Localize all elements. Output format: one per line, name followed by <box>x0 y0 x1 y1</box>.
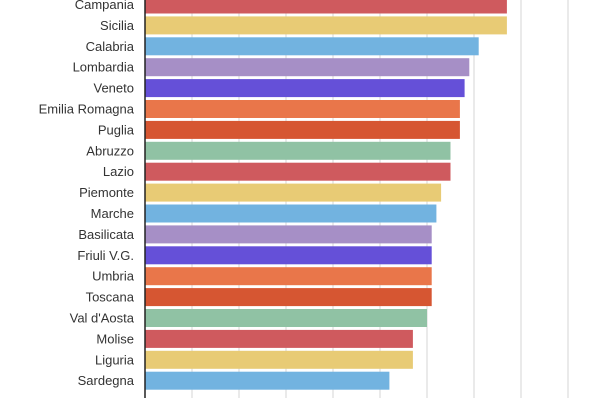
category-label: Molise <box>96 331 134 346</box>
x-tick-label: 3 <box>273 398 280 400</box>
category-label: Basilicata <box>78 227 134 242</box>
x-tick-label: 1 <box>179 398 186 400</box>
bar <box>145 350 413 369</box>
bar <box>145 37 479 56</box>
category-label: Piemonte <box>79 185 134 200</box>
category-label: Val d'Aosta <box>70 311 135 326</box>
bar <box>145 58 470 77</box>
category-label: Emilia Romagna <box>39 102 135 117</box>
category-label: Toscana <box>86 290 135 305</box>
x-tick-label: 2 <box>226 398 233 400</box>
bar <box>145 100 460 118</box>
bar <box>145 162 451 181</box>
bar <box>145 120 460 139</box>
category-label: Puglia <box>98 122 135 137</box>
bar <box>145 309 427 327</box>
bar <box>145 246 432 265</box>
category-label: Lombardia <box>73 60 135 75</box>
bar <box>145 267 432 286</box>
x-tick-label: 0 <box>132 398 139 400</box>
bar <box>145 0 507 14</box>
x-tick-label: 9 <box>555 398 562 400</box>
x-tick-label: 6 <box>414 398 421 400</box>
category-label: Lazio <box>103 164 134 179</box>
x-tick-label: 7 <box>461 398 468 400</box>
category-label: Sardegna <box>78 373 135 388</box>
category-label: Friuli V.G. <box>77 248 134 263</box>
x-tick-label: 5 <box>367 398 374 400</box>
category-label: Campania <box>75 0 135 12</box>
x-tick-label: 4 <box>320 398 327 400</box>
bar <box>145 204 437 223</box>
category-label: Veneto <box>94 81 135 96</box>
category-labels: Campania Sicilia Calabria Lombardia Veneto Em… <box>39 0 135 388</box>
x-tick-label: 8 <box>508 398 515 400</box>
bar <box>145 183 442 202</box>
category-label: Liguria <box>95 352 135 367</box>
category-label: Sicilia <box>100 18 135 33</box>
category-label: Marche <box>91 206 134 221</box>
bar <box>145 288 432 307</box>
bar <box>145 16 507 35</box>
bars <box>145 0 507 390</box>
bar <box>145 79 465 98</box>
category-label: Abruzzo <box>86 143 134 158</box>
bar <box>145 371 390 390</box>
category-label: Umbria <box>92 269 135 284</box>
x-tick-labels: 0 1 2 3 4 5 6 7 8 9 <box>132 398 562 400</box>
bar <box>145 329 413 348</box>
category-label: Calabria <box>86 39 135 54</box>
bar <box>145 225 432 244</box>
bar <box>145 141 451 160</box>
